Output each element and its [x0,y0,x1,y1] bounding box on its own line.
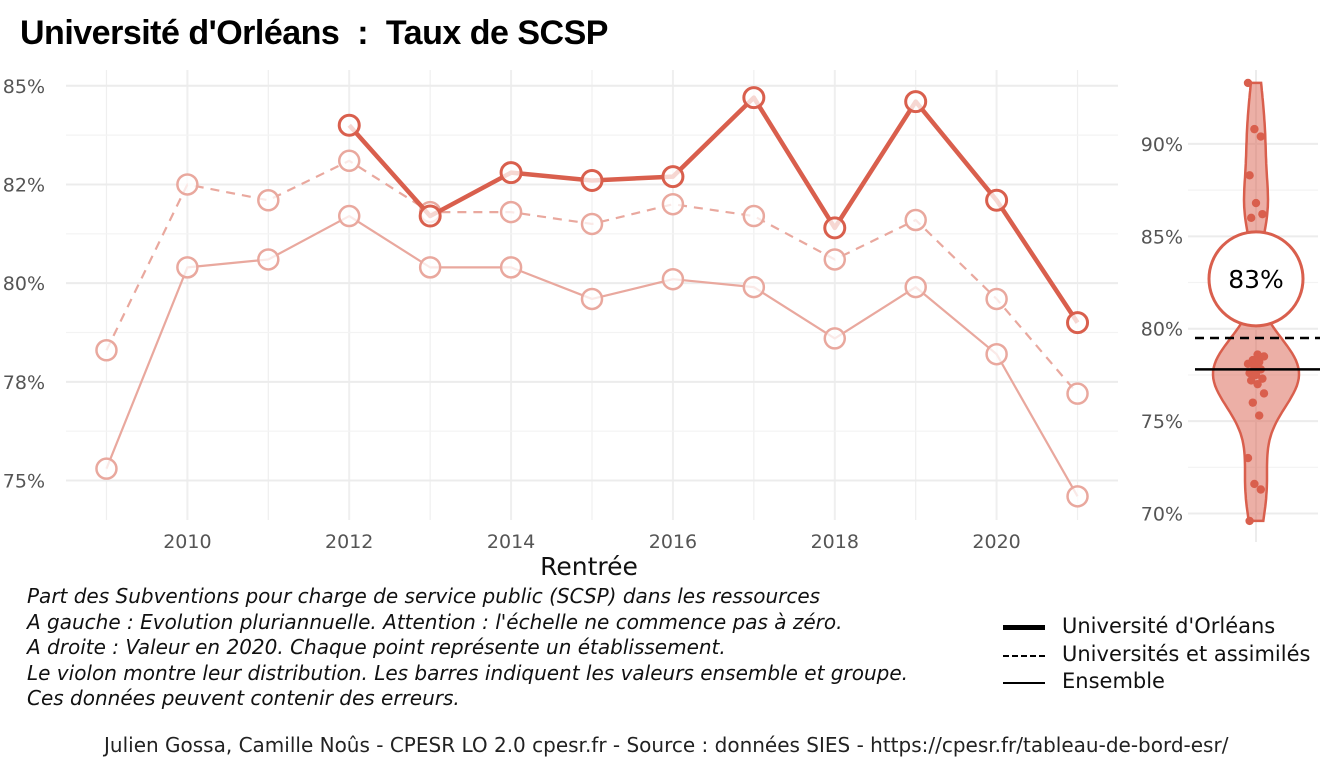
legend-key-solid-thick [1003,625,1045,630]
data-point [661,267,685,291]
x-tick-label: 2016 [649,531,697,553]
violin-point [1250,124,1259,134]
violin-point [1245,368,1254,378]
violin-y-tick-label: 85% [1141,226,1183,248]
data-point [580,287,604,311]
violin-point [1253,350,1262,359]
violin-y-tick-label: 75% [1141,411,1183,433]
violin-point [1258,209,1267,219]
violin-point [1255,411,1264,420]
caption-line: A droite : Valeur en 2020. Chaque point … [27,635,726,660]
main-x-axis: 2010 2012 2014 2016 2018 2020 [163,531,1021,553]
series-line [347,95,1080,324]
violin-point [1256,132,1266,141]
violin-point [1259,389,1269,398]
data-point [823,327,847,350]
data-point [95,339,118,362]
caption-line: Le violon montre leur distribution. Les … [27,660,908,685]
violin-point [1247,376,1256,385]
x-tick-label: 2014 [487,531,535,553]
data-point [337,204,361,228]
y-tick-label: 85% [3,76,45,98]
violin-y-tick-label: 80% [1141,319,1183,341]
page-title: Université d'Orléans : Taux de SCSP [20,14,608,52]
data-point [985,342,1008,366]
data-point [499,200,523,224]
data-point [904,208,927,232]
caption-line: Ces données peuvent contenir des erreurs… [27,686,460,711]
violin-y-tick-label: 90% [1141,134,1183,156]
data-point [985,188,1009,212]
data-point [1066,382,1089,405]
violin-y-axis: 70% 75% 80% 85% 90% [1141,134,1183,526]
x-tick-label: 2010 [163,531,211,553]
violin-point [1245,516,1254,526]
data-point [176,173,199,196]
data-point [742,275,766,299]
main-y-axis: 75% 78% 80% 82% 85% [3,76,45,493]
violin-point [1243,78,1253,88]
violin-point [1248,398,1258,407]
legend-key-solid-thin [1003,682,1045,684]
data-point [337,149,361,173]
x-tick-label: 2020 [972,531,1020,553]
main-series-group [95,86,1090,508]
violin-point [1255,357,1264,367]
data-point [337,113,361,137]
data-point [742,86,766,110]
data-point [176,256,199,279]
highlight-value-label: 83% [1228,265,1284,294]
caption-line: Part des Subventions pour charge de serv… [27,584,821,608]
data-point [580,212,604,236]
highlight-marker [1207,230,1305,328]
data-point [257,189,280,212]
data-point [904,275,927,299]
violin-group: 83% [1195,78,1320,526]
data-point [257,248,280,271]
chart-canvas: 75% 78% 80% 82% 85% 2010 2012 2014 2016 2018 2020… [3,70,1320,581]
violin-point [1251,370,1261,380]
legend-label: Ensemble [1062,669,1165,693]
data-point [661,192,685,216]
chart-caption: Part des Subventions pour charge de serv… [27,584,908,712]
legend-label: Universités et assimilés [1062,641,1311,666]
violin-point [1243,453,1253,463]
violin-y-tick-label: 70% [1141,504,1183,526]
caption-line: A gauche : Evolution pluriannuelle. Atte… [27,609,843,634]
footer-credits: Julien Gossa, Camille Noûs - CPESR LO 2.… [104,733,1229,757]
data-point [418,204,442,228]
y-tick-label: 78% [3,372,45,394]
violin-point [1256,485,1266,494]
violin-point [1243,359,1253,369]
data-point [1066,311,1090,335]
violin-point [1258,374,1267,383]
data-point [499,161,523,185]
violin-point [1247,213,1256,223]
data-point [823,248,847,271]
violin-point [1245,171,1254,180]
legend-key-dashed [1003,654,1045,657]
data-point [661,165,685,189]
legend-label: Université d'Orléans [1062,614,1276,638]
data-point [418,256,442,279]
y-tick-label: 80% [3,273,45,295]
y-tick-label: 82% [3,174,45,196]
data-point [904,90,928,114]
x-tick-label: 2018 [811,531,859,553]
x-tick-label: 2012 [325,531,373,553]
data-point [985,287,1008,311]
violin-point [1253,379,1262,389]
data-point [499,256,523,279]
violin-point [1250,479,1259,489]
violin-point [1259,352,1269,361]
data-point [823,216,847,240]
data-point [742,204,766,228]
data-point [1066,485,1089,508]
data-point [95,457,118,480]
violin-point [1251,198,1261,208]
data-point [580,169,604,193]
x-axis-title: Rentrée [540,552,638,581]
y-tick-label: 75% [3,471,45,493]
